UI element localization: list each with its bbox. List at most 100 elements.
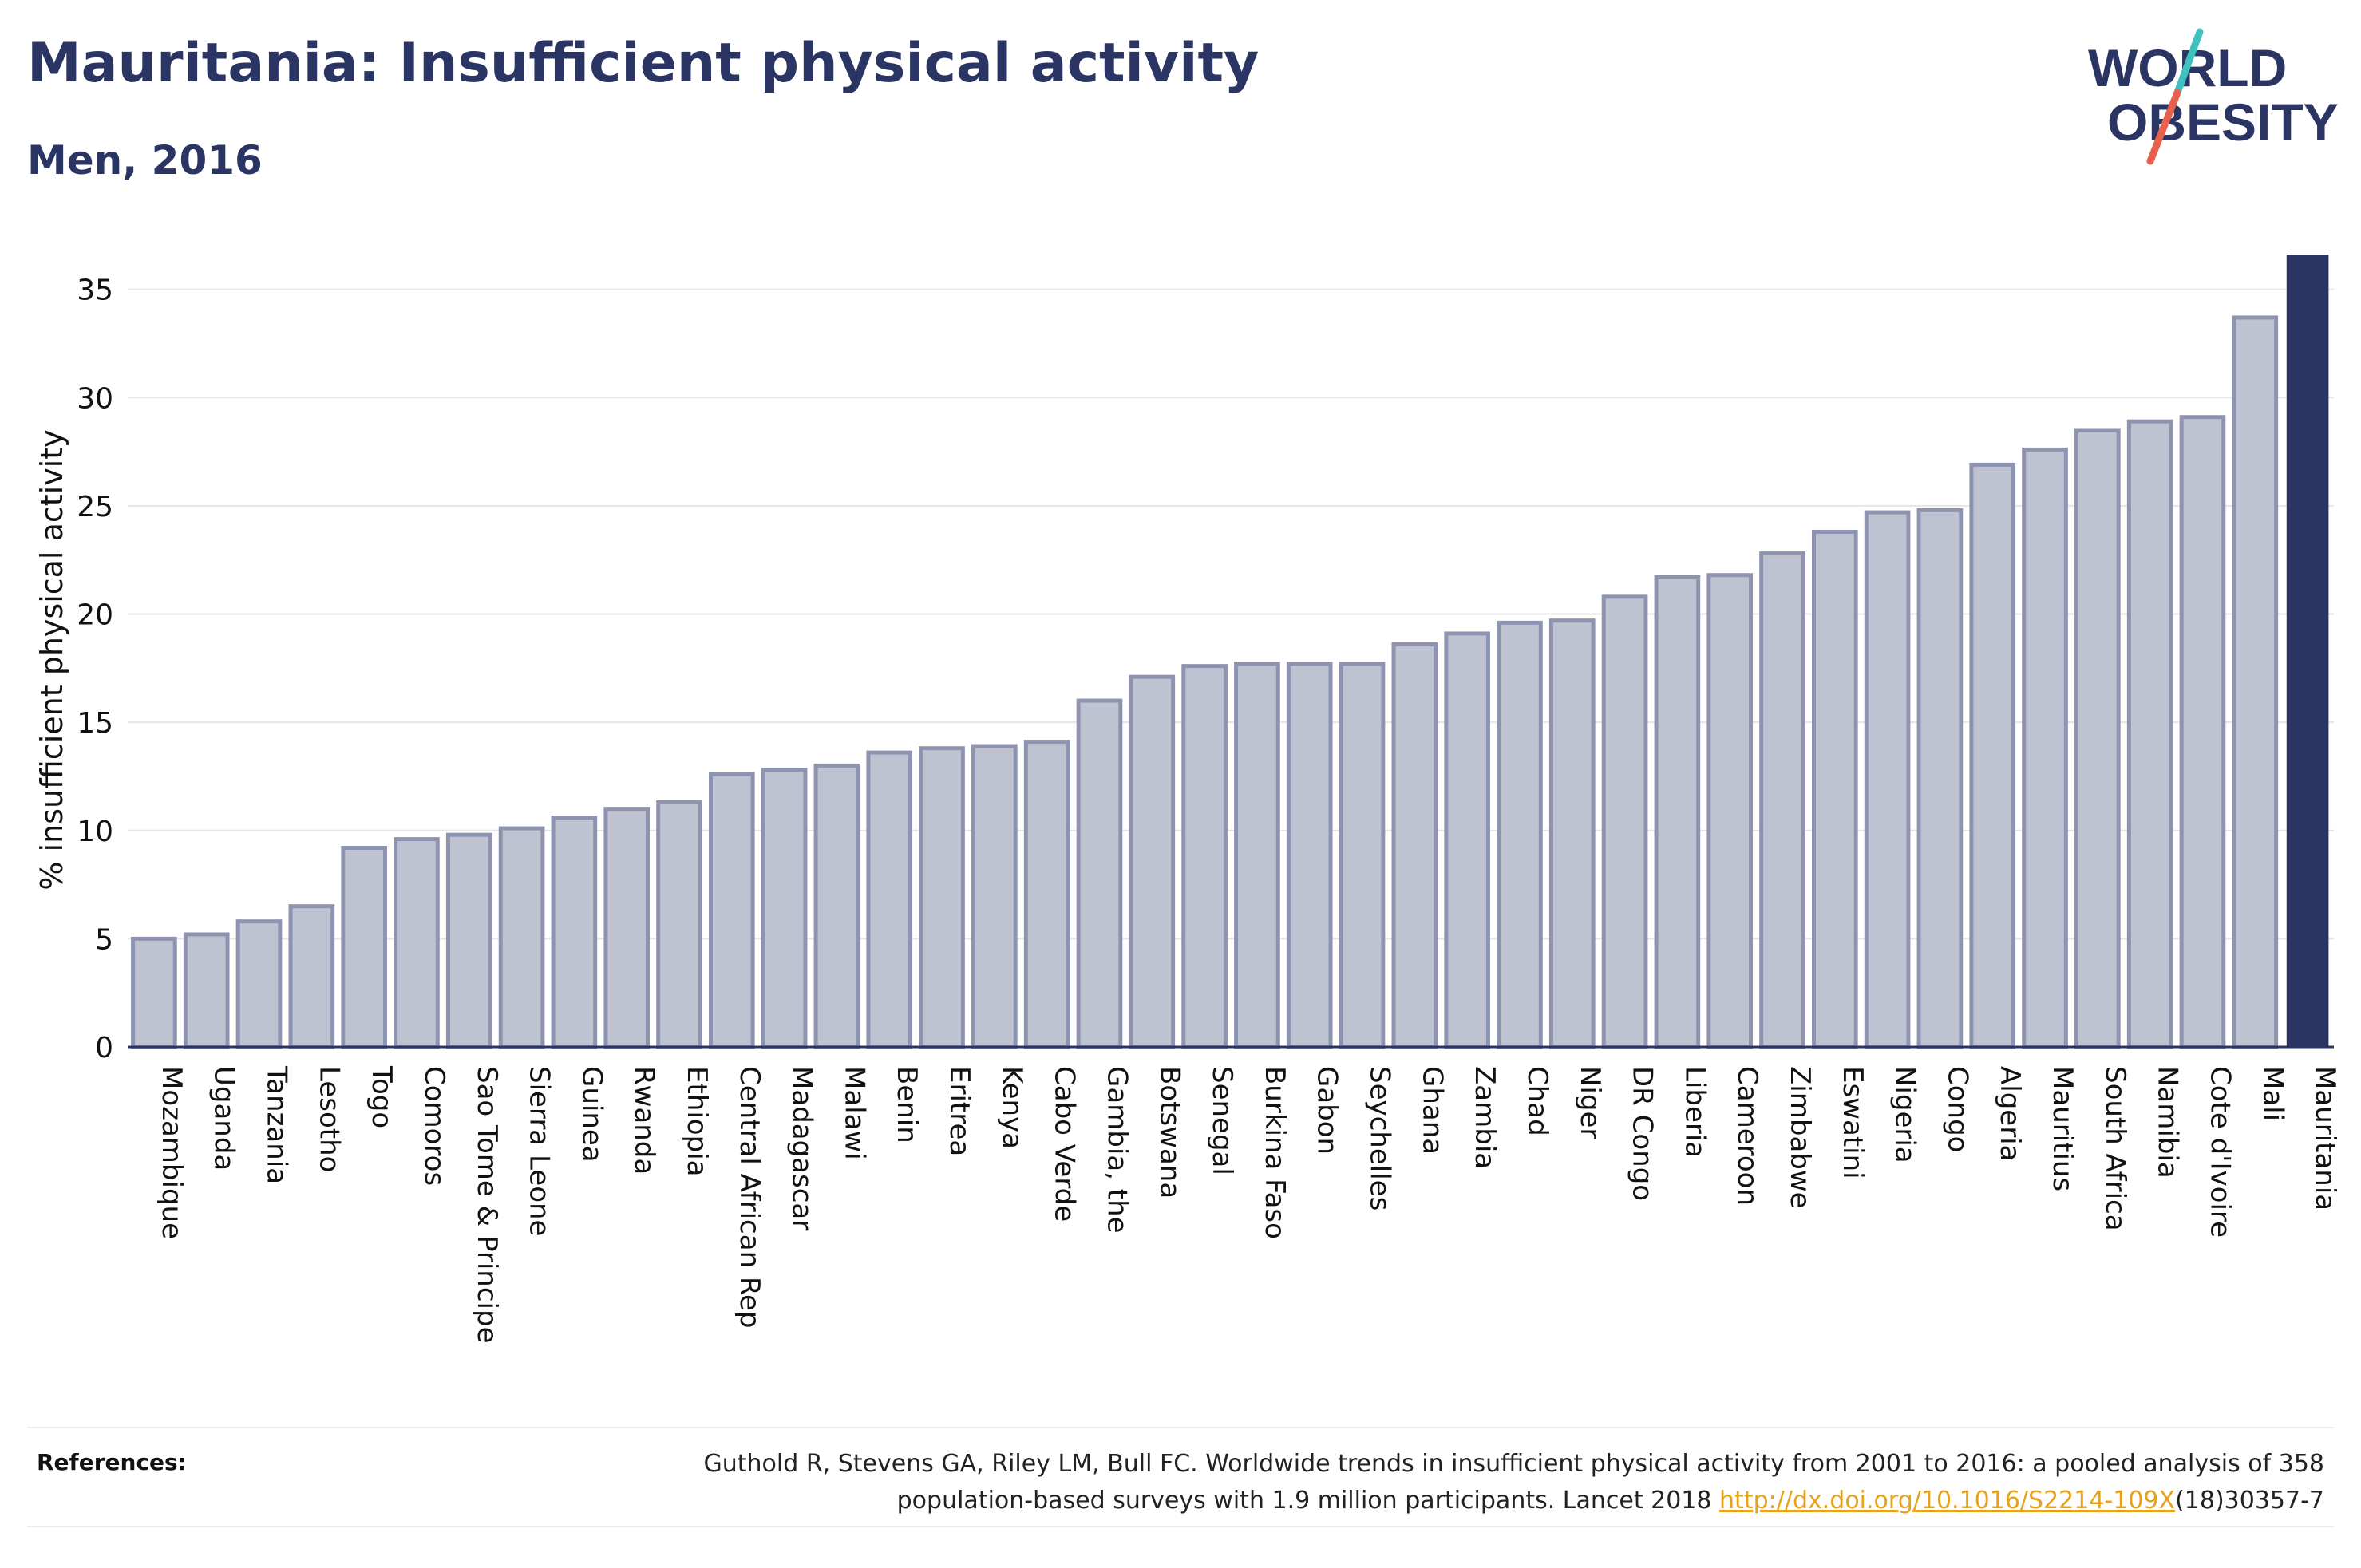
x-tick-label: Ghana xyxy=(1416,1066,1448,1155)
x-tick-label: Niger xyxy=(1574,1066,1606,1139)
y-tick-label: 10 xyxy=(77,816,113,848)
x-tick-label: Cameroon xyxy=(1731,1066,1763,1206)
x-tick-label: South Africa xyxy=(2099,1066,2131,1231)
bar-south-africa xyxy=(2074,428,2121,1049)
bar-niger xyxy=(1548,618,1596,1049)
x-tick-label: Zambia xyxy=(1469,1066,1501,1169)
x-tick-label: Nigeria xyxy=(1889,1066,1921,1163)
bar-senegal xyxy=(1181,664,1228,1049)
grid-lines xyxy=(128,288,2334,940)
bar-uganda xyxy=(183,932,230,1049)
chart-title: Mauritania: Insufficient physical activi… xyxy=(27,32,1260,95)
x-tick-label: Mali xyxy=(2256,1066,2288,1121)
x-tick-label: Malawi xyxy=(838,1066,870,1160)
references-label: References: xyxy=(37,1449,187,1475)
bar-botswana xyxy=(1129,674,1176,1049)
x-tick-label: Ethiopia xyxy=(681,1066,713,1176)
x-tick-label: Lesotho xyxy=(313,1066,345,1172)
y-tick-label: 15 xyxy=(77,707,113,740)
x-tick-label: Eritrea xyxy=(943,1066,975,1156)
y-tick-label: 35 xyxy=(77,274,113,307)
x-tick-label: Namibia xyxy=(2152,1066,2184,1179)
bar-guinea xyxy=(551,815,598,1049)
logo-slash-red-icon xyxy=(2146,89,2181,165)
x-tick-label: Central African Rep xyxy=(734,1066,765,1329)
bar-algeria xyxy=(1969,462,2016,1049)
x-tick-label: Senegal xyxy=(1206,1066,1238,1175)
bar-mozambique xyxy=(131,936,177,1049)
bar-lesotho xyxy=(288,904,335,1049)
reference-doi-link[interactable]: http://dx.doi.org/10.1016/S2214-109X xyxy=(1719,1487,2176,1515)
tick-labels: 0 5 10 15 20 25 30 35 Mozambique Uganda Tanzania Le… xyxy=(77,274,2341,1344)
x-tick-label: Algeria xyxy=(1994,1066,2026,1161)
bar-cote-d-ivoire xyxy=(2179,415,2226,1049)
bar-cameroon xyxy=(1706,573,1754,1049)
bar-sao-tome-principe xyxy=(445,832,492,1049)
bar-cabo-verde xyxy=(1023,740,1070,1049)
footer-divider-top xyxy=(27,1427,2334,1428)
bar-eswatini xyxy=(1811,529,1858,1049)
x-tick-label: Cabo Verde xyxy=(1049,1066,1081,1222)
y-axis-label: % insufficient physical activity xyxy=(34,429,69,890)
footer-divider-bottom xyxy=(27,1526,2334,1527)
logo-slash-teal-icon xyxy=(2173,28,2204,97)
x-tick-label: Kenya xyxy=(996,1066,1028,1149)
bar-burkina-faso xyxy=(1234,662,1280,1049)
bar-gabon xyxy=(1286,662,1333,1049)
bar-namibia xyxy=(2126,419,2173,1049)
world-obesity-logo: WORLD OBESITY xyxy=(2088,28,2339,165)
x-tick-label: Gambia, the xyxy=(1101,1066,1133,1234)
logo-word-obesity: OBESITY xyxy=(2107,93,2339,152)
x-tick-label: Congo xyxy=(1941,1066,1973,1152)
bars xyxy=(131,255,2329,1049)
bar-kenya xyxy=(971,744,1018,1049)
bar-zimbabwe xyxy=(1759,551,1805,1049)
y-tick-label: 25 xyxy=(77,491,113,523)
x-tick-label: Zimbabwe xyxy=(1784,1066,1816,1209)
bar-ethiopia xyxy=(656,800,702,1049)
bar-comoros xyxy=(394,837,440,1049)
x-tick-label: Rwanda xyxy=(628,1066,660,1175)
x-tick-label: Botswana xyxy=(1153,1066,1185,1199)
x-tick-label: Eswatini xyxy=(1837,1066,1869,1179)
x-tick-label: Cote d'Ivoire xyxy=(2204,1066,2236,1238)
x-tick-label: Tanzania xyxy=(261,1065,293,1184)
x-tick-label: Mozambique xyxy=(156,1066,188,1239)
y-tick-label: 30 xyxy=(77,382,113,415)
bar-malawi xyxy=(813,763,860,1049)
chart-subtitle: Men, 2016 xyxy=(27,137,263,184)
bar-zambia xyxy=(1444,631,1490,1049)
x-tick-label: Togo xyxy=(366,1065,397,1128)
bar-togo xyxy=(341,845,387,1049)
x-tick-label: Mauritania xyxy=(2309,1066,2341,1211)
x-tick-label: Sierra Leone xyxy=(524,1066,556,1236)
bar-chad xyxy=(1497,620,1543,1049)
bar-madagascar xyxy=(761,768,808,1049)
references-text: Guthold R, Stevens GA, Riley LM, Bull FC… xyxy=(568,1446,2324,1519)
bar-eritrea xyxy=(919,746,965,1049)
bar-benin xyxy=(866,750,913,1049)
bar-tanzania xyxy=(235,919,283,1049)
bar-dr-congo xyxy=(1601,594,1648,1049)
bar-rwanda xyxy=(603,807,651,1049)
x-tick-label: Comoros xyxy=(418,1066,450,1186)
bar-seychelles xyxy=(1339,662,1386,1049)
x-tick-label: Gabon xyxy=(1311,1066,1343,1155)
x-tick-label: DR Congo xyxy=(1627,1066,1659,1201)
reference-line-2-suffix: (18)30357-7 xyxy=(2175,1487,2324,1515)
y-tick-label: 0 xyxy=(95,1032,113,1064)
x-tick-label: Burkina Faso xyxy=(1259,1066,1291,1239)
bar-congo xyxy=(1916,508,1964,1049)
bar-mauritania xyxy=(2286,255,2329,1047)
bar-chart: 0 5 10 15 20 25 30 35 Mozambique Uganda Tanzania Le… xyxy=(34,255,2341,1344)
x-tick-label: Chad xyxy=(1521,1066,1553,1136)
x-tick-label: Uganda xyxy=(208,1066,240,1171)
x-tick-label: Madagascar xyxy=(786,1066,818,1230)
x-tick-label: Benin xyxy=(891,1066,923,1143)
y-tick-label: 5 xyxy=(95,923,113,956)
bar-nigeria xyxy=(1864,510,1911,1049)
bar-ghana xyxy=(1391,642,1438,1049)
reference-line-1: Guthold R, Stevens GA, Riley LM, Bull FC… xyxy=(703,1450,2324,1478)
bar-gambia-the xyxy=(1076,698,1123,1049)
x-tick-label: Seychelles xyxy=(1364,1066,1396,1211)
